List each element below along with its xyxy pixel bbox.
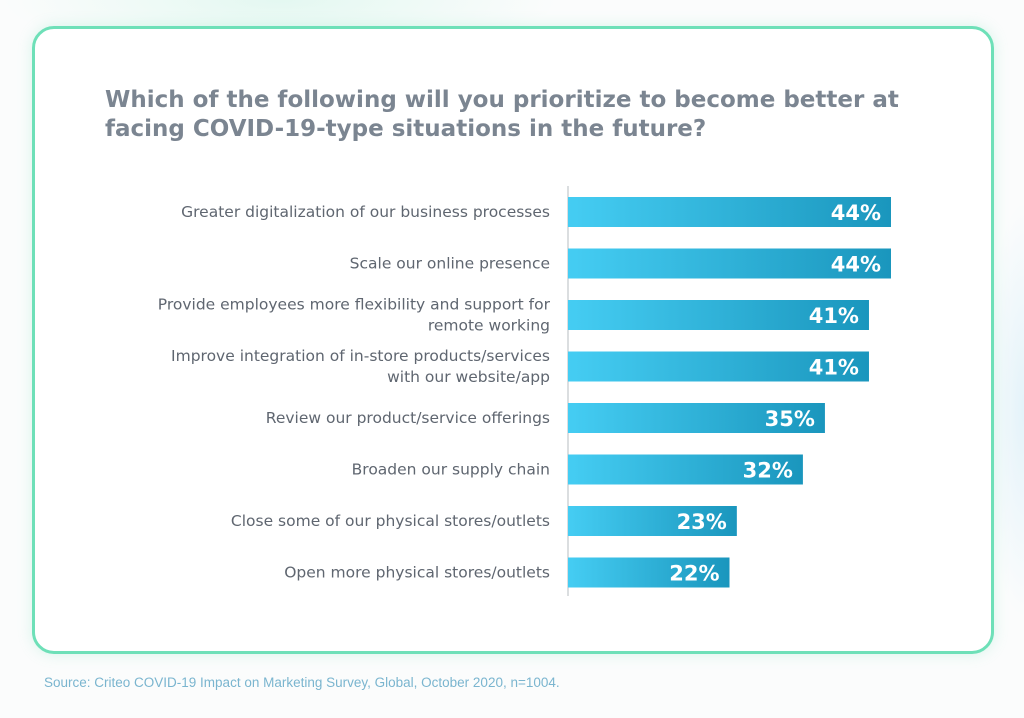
category-label: Greater digitalization of our business p…	[181, 203, 550, 221]
bar-6	[568, 454, 803, 485]
bar-3	[568, 300, 869, 330]
bar-value-label: 41%	[809, 304, 859, 328]
source-note: Source: Criteo COVID-19 Impact on Market…	[44, 675, 560, 690]
bar-8	[568, 557, 730, 588]
chart-title: Which of the following will you prioriti…	[105, 87, 899, 142]
category-label: Review our product/service offerings	[266, 409, 550, 427]
bar-4	[568, 351, 869, 382]
category-label: Broaden our supply chain	[352, 461, 550, 479]
category-label: Provide employees more flexibility and s…	[158, 296, 551, 335]
bar-value-label: 44%	[831, 253, 881, 277]
bar-7	[568, 506, 737, 536]
bar-value-label: 22%	[669, 562, 719, 586]
category-label: Improve integration of in-store products…	[171, 347, 550, 386]
category-label: Open more physical stores/outlets	[284, 564, 550, 582]
bar-5	[568, 403, 825, 433]
bar-1	[568, 197, 891, 227]
bar-2	[568, 248, 891, 279]
bar-value-label: 32%	[743, 459, 793, 483]
bar-value-label: 35%	[765, 407, 815, 431]
bar-value-label: 41%	[809, 356, 859, 380]
category-label: Close some of our physical stores/outlet…	[231, 512, 550, 530]
chart-card	[32, 26, 994, 654]
bar-value-label: 44%	[831, 201, 881, 225]
bar-value-label: 23%	[677, 510, 727, 534]
category-label: Scale our online presence	[350, 255, 550, 273]
